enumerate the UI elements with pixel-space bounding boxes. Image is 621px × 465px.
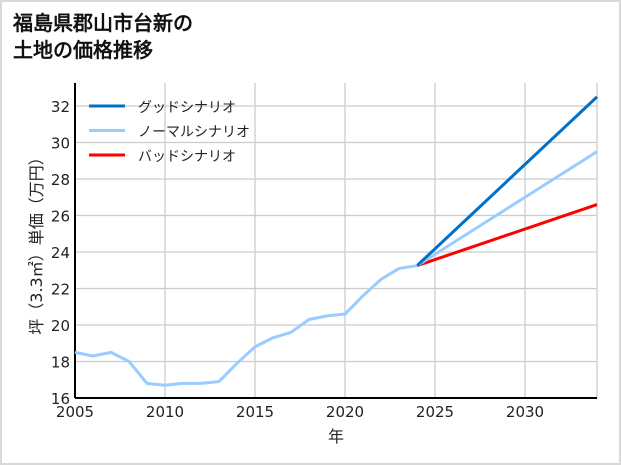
y-axis-label: 坪（3.3㎡）単価（万円） xyxy=(27,149,46,334)
series-line-projection xyxy=(416,150,598,267)
x-axis-label: 年 xyxy=(328,427,344,446)
x-tick-label: 2025 xyxy=(416,403,454,421)
series-line-projection xyxy=(415,95,599,267)
y-tick-label: 20 xyxy=(51,317,70,335)
series-line-historical xyxy=(74,264,418,387)
y-tick-label: 18 xyxy=(51,354,70,372)
x-tick-label: 2010 xyxy=(146,403,184,421)
y-tick-label: 30 xyxy=(51,135,70,153)
y-tick-label: 28 xyxy=(51,171,70,189)
y-tick-label: 16 xyxy=(51,390,70,408)
chart-title: 福島県郡山市台新の 土地の価格推移 xyxy=(13,11,193,62)
y-tick-label: 24 xyxy=(51,244,70,262)
legend-label: バッドシナリオ xyxy=(138,149,236,165)
x-tick-label: 2030 xyxy=(506,403,544,421)
y-tick-label: 26 xyxy=(51,208,70,226)
legend-label: ノーマルシナリオ xyxy=(138,125,250,141)
x-tick-label: 2020 xyxy=(326,403,364,421)
y-tick-label: 32 xyxy=(51,98,70,116)
y-tick-label: 22 xyxy=(51,281,70,299)
legend-label: グッドシナリオ xyxy=(138,100,236,116)
series-line-projection xyxy=(416,203,598,268)
x-tick-label: 2005 xyxy=(56,403,94,421)
x-tick-label: 2015 xyxy=(236,403,274,421)
